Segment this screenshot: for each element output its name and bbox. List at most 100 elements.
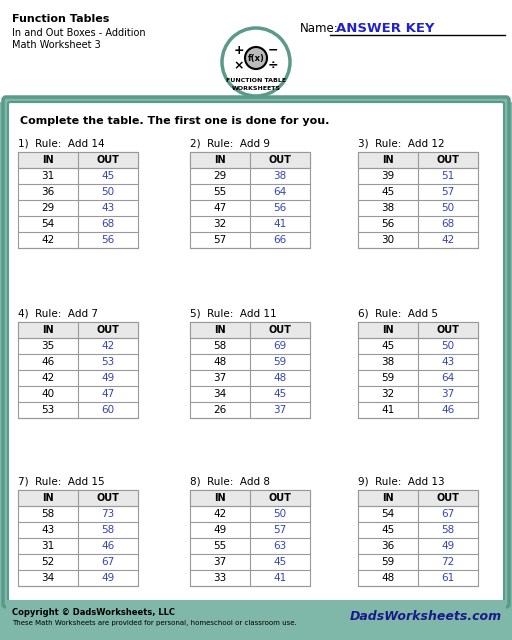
Text: 4)  Rule:  Add 7: 4) Rule: Add 7 (18, 308, 98, 318)
Text: 42: 42 (214, 509, 227, 519)
Text: 50: 50 (441, 341, 455, 351)
Bar (18, 490, 138, 586)
Bar (18, 322, 138, 418)
Text: 66: 66 (273, 235, 287, 245)
Text: ×: × (234, 60, 244, 72)
Text: 58: 58 (214, 341, 227, 351)
Text: 50: 50 (441, 203, 455, 213)
Text: f(x): f(x) (248, 54, 264, 63)
Text: OUT: OUT (269, 155, 291, 165)
Text: 68: 68 (101, 219, 115, 229)
Text: 45: 45 (381, 187, 395, 197)
Text: 45: 45 (381, 525, 395, 535)
Text: 38: 38 (381, 357, 395, 367)
Bar (190, 490, 310, 586)
Text: 1)  Rule:  Add 14: 1) Rule: Add 14 (18, 138, 104, 148)
Text: 72: 72 (441, 557, 455, 567)
Text: 32: 32 (381, 389, 395, 399)
Text: 49: 49 (214, 525, 227, 535)
Text: 50: 50 (273, 509, 287, 519)
Text: 29: 29 (41, 203, 55, 213)
Text: 60: 60 (101, 405, 115, 415)
Text: 49: 49 (101, 373, 115, 383)
Bar (358, 490, 478, 506)
Text: OUT: OUT (97, 155, 119, 165)
Text: 50: 50 (101, 187, 115, 197)
Bar (358, 152, 478, 168)
Text: 5)  Rule:  Add 11: 5) Rule: Add 11 (190, 308, 276, 318)
Text: 37: 37 (441, 389, 455, 399)
Text: 47: 47 (214, 203, 227, 213)
Text: 3)  Rule:  Add 12: 3) Rule: Add 12 (358, 138, 444, 148)
Text: 31: 31 (41, 171, 55, 181)
Text: 42: 42 (441, 235, 455, 245)
Text: 57: 57 (441, 187, 455, 197)
Text: 57: 57 (214, 235, 227, 245)
Bar (358, 152, 478, 248)
Text: 58: 58 (441, 525, 455, 535)
Bar (18, 152, 138, 248)
Text: 48: 48 (273, 373, 287, 383)
Text: 43: 43 (441, 357, 455, 367)
Text: 45: 45 (101, 171, 115, 181)
Text: 41: 41 (381, 405, 395, 415)
Text: 59: 59 (273, 357, 287, 367)
Ellipse shape (222, 28, 290, 96)
Text: Name:: Name: (300, 22, 339, 35)
Text: 9)  Rule:  Add 13: 9) Rule: Add 13 (358, 476, 444, 486)
Text: 38: 38 (273, 171, 287, 181)
Text: 45: 45 (273, 557, 287, 567)
Text: 55: 55 (214, 187, 227, 197)
Bar (6, 600, 506, 640)
Text: 41: 41 (273, 219, 287, 229)
Text: 45: 45 (381, 341, 395, 351)
Text: 26: 26 (214, 405, 227, 415)
Text: OUT: OUT (97, 325, 119, 335)
FancyBboxPatch shape (8, 102, 504, 602)
Text: 53: 53 (41, 405, 55, 415)
Text: 64: 64 (441, 373, 455, 383)
Text: 42: 42 (41, 373, 55, 383)
Text: 52: 52 (41, 557, 55, 567)
Text: WORKSHEETS: WORKSHEETS (231, 86, 281, 90)
Text: 29: 29 (214, 171, 227, 181)
Text: 48: 48 (381, 573, 395, 583)
Text: 55: 55 (214, 541, 227, 551)
Text: 36: 36 (41, 187, 55, 197)
FancyBboxPatch shape (3, 97, 509, 607)
Text: 46: 46 (441, 405, 455, 415)
Text: 46: 46 (41, 357, 55, 367)
Text: IN: IN (214, 325, 226, 335)
Text: OUT: OUT (437, 493, 459, 503)
Text: 38: 38 (381, 203, 395, 213)
Text: 37: 37 (273, 405, 287, 415)
Text: 43: 43 (41, 525, 55, 535)
Text: 42: 42 (41, 235, 55, 245)
Text: 39: 39 (381, 171, 395, 181)
Text: IN: IN (214, 155, 226, 165)
Ellipse shape (245, 47, 267, 69)
Text: These Math Worksheets are provided for personal, homeschool or classroom use.: These Math Worksheets are provided for p… (12, 620, 297, 626)
Text: In and Out Boxes - Addition: In and Out Boxes - Addition (12, 28, 145, 38)
Bar (190, 152, 310, 168)
Bar (190, 322, 310, 418)
Text: 56: 56 (381, 219, 395, 229)
Bar (358, 490, 478, 586)
Bar (18, 152, 138, 168)
Bar (358, 322, 478, 338)
Text: 43: 43 (101, 203, 115, 213)
Text: 34: 34 (41, 573, 55, 583)
Text: 7)  Rule:  Add 15: 7) Rule: Add 15 (18, 476, 104, 486)
Text: IN: IN (42, 493, 54, 503)
Text: Complete the table. The first one is done for you.: Complete the table. The first one is don… (20, 116, 329, 126)
Text: 69: 69 (273, 341, 287, 351)
Text: IN: IN (42, 155, 54, 165)
Text: 37: 37 (214, 373, 227, 383)
Text: 57: 57 (273, 525, 287, 535)
Text: IN: IN (382, 493, 394, 503)
Text: IN: IN (42, 325, 54, 335)
Bar (18, 490, 138, 506)
Bar (18, 322, 138, 338)
Text: 58: 58 (101, 525, 115, 535)
Text: DadsWorksheets.com: DadsWorksheets.com (350, 610, 502, 623)
